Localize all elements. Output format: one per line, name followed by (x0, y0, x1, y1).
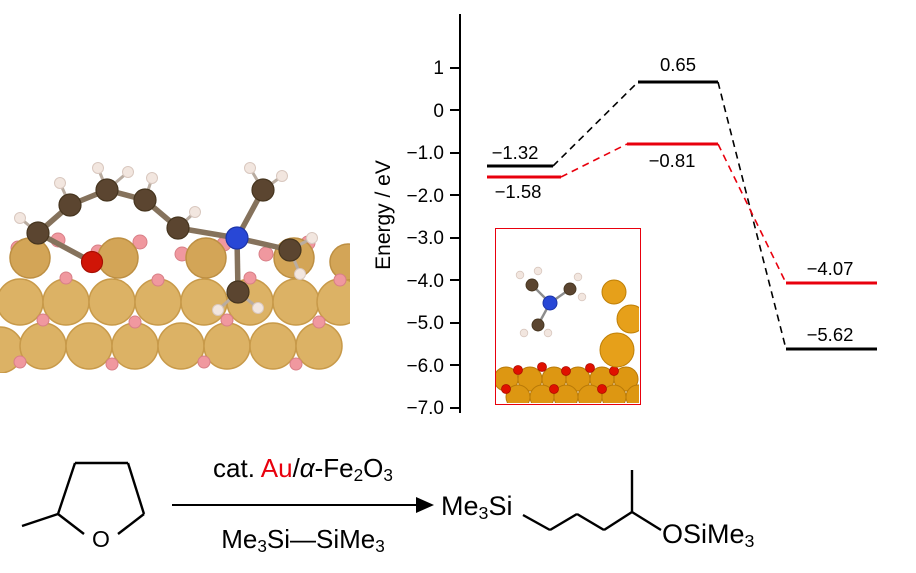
silane-me1: Me (221, 524, 258, 554)
y-tick-label: −4.0 (406, 271, 444, 292)
energy-profile-chart: 1 0 −1.0 −2.0 −3.0 −4.0 −5.0 −6.0 −7.0 E… (372, 14, 877, 419)
oxygen-atom (80, 250, 104, 274)
product-left-subscript: 3 (478, 502, 489, 523)
energy-label-black-2: 0.65 (660, 54, 696, 75)
red-pathway-levels (487, 142, 877, 285)
carbon-atoms (26, 178, 302, 304)
inset-oxygen-atoms (501, 362, 619, 394)
y-tick-label: 1 (433, 58, 444, 79)
reaction-scheme: O cat. Au/α-Fe2O3 Me3Si—SiMe3 Me3Si (0, 440, 916, 573)
y-tick-label: −7.0 (406, 398, 444, 419)
silane-me2: Me (339, 524, 376, 554)
y-tick-label: −2.0 (406, 186, 444, 207)
energy-label-red-3: −4.07 (807, 258, 854, 279)
energy-label-black-3: −5.62 (807, 324, 854, 345)
black-pathway-levels (487, 80, 877, 351)
catalyst-alpha: α (299, 453, 315, 483)
inset-nitrogen-atom (542, 295, 558, 311)
product-left-label: Me3Si (441, 491, 512, 524)
gold-atoms-front-row (0, 322, 343, 373)
substrate-oxygen-label: O (92, 526, 110, 552)
energy-label-red-1: −1.58 (495, 181, 542, 202)
inset-amine-molecule (515, 266, 587, 338)
y-tick-label: −1.0 (406, 143, 444, 164)
product-right-osime: OSiMe (662, 519, 745, 549)
y-tick-label: 0 (433, 101, 444, 122)
pink-oxygen-atoms-mid (59, 271, 347, 287)
catalyst-metal: Au (260, 453, 293, 483)
chart-inset-model-image (493, 228, 651, 410)
y-axis-ticks (450, 67, 460, 409)
inset-model-svg (493, 266, 651, 410)
arrowhead (416, 497, 434, 513)
catalyst-o-subscript: 3 (383, 464, 393, 485)
catalyst-slash: / (292, 453, 300, 483)
product-right-label: OSiMe3 (662, 519, 754, 552)
y-tick-label: −6.0 (406, 356, 444, 377)
y-axis-title: Energy / eV (372, 160, 395, 270)
catalyst-fe-subscript: 2 (353, 464, 364, 485)
catalyst-prefix: cat. (213, 453, 261, 483)
silane-text: Me3Si—SiMe3 (168, 524, 438, 557)
energy-label-red-2: −0.81 (649, 150, 696, 171)
inset-gold-cluster (599, 279, 646, 368)
hydrogen-atoms (14, 162, 318, 316)
y-tick-label: −5.0 (406, 313, 444, 334)
gold-atoms-middle-row (0, 278, 350, 326)
red-pathway-connectors (560, 143, 787, 284)
surface-adsorbate-model-image (0, 162, 350, 373)
pink-oxygen-atoms-front (13, 313, 326, 371)
substrate-structure: O (21, 461, 146, 552)
energy-value-labels: −1.32 0.65 −5.62 −1.58 −0.81 −4.07 (492, 54, 854, 345)
silane-si1: Si (266, 524, 290, 554)
product-chain-structure (522, 470, 662, 532)
silane-sub1: 3 (257, 535, 267, 556)
product-left-me: Me (441, 491, 479, 521)
y-tick-label: −3.0 (406, 228, 444, 249)
product-right-subscript: 3 (744, 530, 755, 551)
y-tick-labels: 1 0 −1.0 −2.0 −3.0 −4.0 −5.0 −6.0 −7.0 (406, 58, 444, 419)
adsorbate-molecule (14, 162, 318, 316)
gold-atoms-back-row (9, 237, 350, 281)
product-left-si: Si (488, 491, 513, 521)
catalyst-text: cat. Au/α-Fe2O3 (168, 453, 438, 486)
catalyst-fe: -Fe (314, 453, 354, 483)
nitrogen-atom (225, 226, 249, 250)
catalyst-o: O (363, 453, 384, 483)
energy-label-black-1: −1.32 (492, 142, 539, 163)
reaction-arrow (172, 497, 434, 513)
silane-si2: Si (316, 524, 340, 554)
substrate-bonds (21, 461, 146, 535)
silane-sub2: 3 (375, 535, 385, 556)
black-pathway-connectors (552, 81, 787, 350)
product-chain-bonds (522, 470, 662, 532)
silane-bond: — (290, 524, 316, 554)
